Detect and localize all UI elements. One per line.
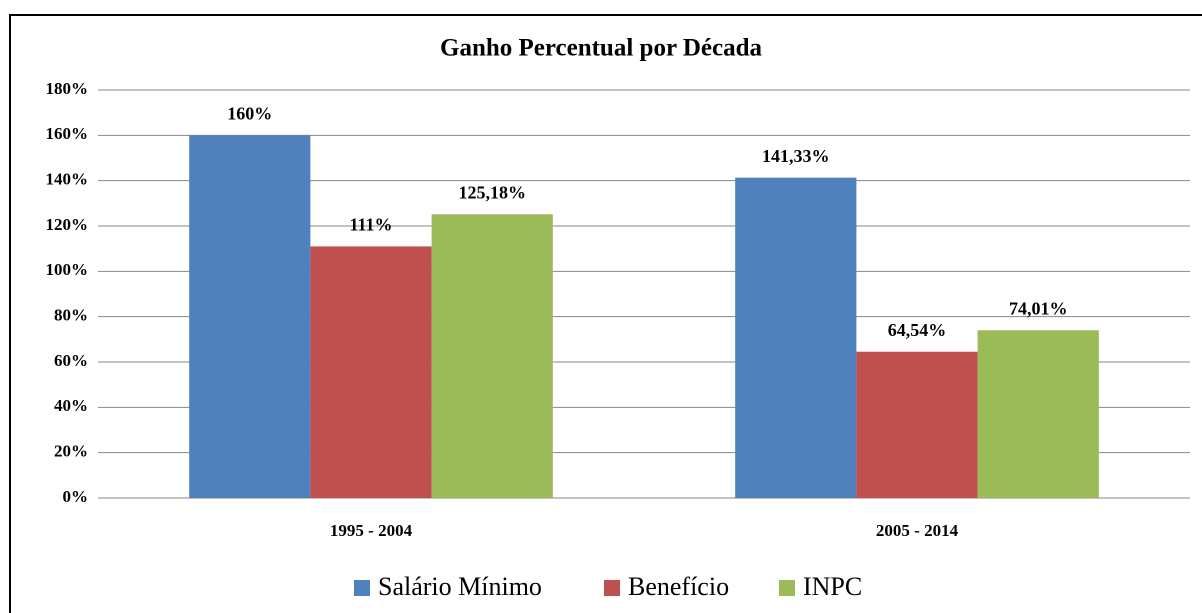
chart-title: Ganho Percentual por Década [440,35,762,62]
y-tick-label: 60% [54,351,88,370]
y-tick-label: 80% [54,306,88,325]
bar [977,330,1099,498]
legend-label: Benefício [628,572,729,601]
legend-swatch [354,580,370,596]
bar [310,246,432,498]
y-tick-label: 0% [63,487,89,506]
bar [431,214,553,498]
legend-swatch [779,580,795,596]
x-tick-label: 2005 - 2014 [876,521,959,540]
y-tick-label: 160% [46,124,89,143]
legend-label: INPC [803,572,862,601]
y-tick-label: 180% [46,79,89,98]
y-tick-label: 40% [54,396,88,415]
bar [856,351,978,498]
value-label: 160% [227,103,272,123]
y-tick-label: 140% [46,170,89,189]
value-label: 141,33% [762,146,830,166]
legend-swatch [604,580,620,596]
legend-label: Salário Mínimo [378,572,542,601]
value-label: 64,54% [888,320,947,340]
value-label: 125,18% [458,182,526,202]
value-label: 111% [349,215,392,235]
value-label: 74,01% [1009,298,1068,318]
bar [189,135,311,499]
y-tick-label: 100% [46,260,89,279]
bar [735,177,857,499]
x-tick-label: 1995 - 2004 [330,521,413,540]
y-tick-label: 120% [46,215,89,234]
y-tick-label: 20% [54,442,88,461]
